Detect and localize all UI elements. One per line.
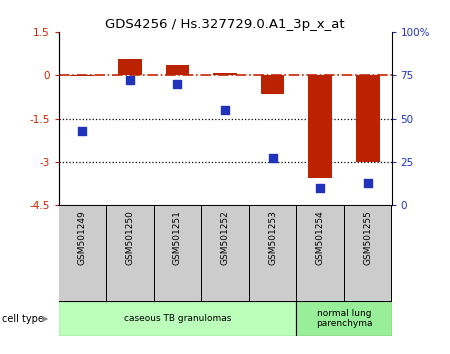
Point <box>174 81 181 87</box>
Text: GSM501250: GSM501250 <box>126 210 135 265</box>
Text: GSM501249: GSM501249 <box>78 210 87 265</box>
Bar <box>58 301 297 336</box>
Text: GSM501251: GSM501251 <box>173 210 182 265</box>
Point <box>364 180 371 185</box>
Bar <box>118 59 142 75</box>
Text: caseous TB granulomas: caseous TB granulomas <box>124 314 231 323</box>
Bar <box>297 205 344 301</box>
Text: GSM501252: GSM501252 <box>220 210 230 265</box>
Bar <box>344 205 392 301</box>
Text: ▶: ▶ <box>42 314 48 323</box>
Text: normal lung
parenchyma: normal lung parenchyma <box>316 309 372 328</box>
Point <box>221 107 229 113</box>
Bar <box>153 205 201 301</box>
Point <box>126 78 134 83</box>
Bar <box>297 301 392 336</box>
Point <box>269 156 276 161</box>
Bar <box>166 65 189 75</box>
Text: GSM501255: GSM501255 <box>363 210 372 265</box>
Bar <box>201 205 249 301</box>
Bar <box>58 205 106 301</box>
Point <box>316 185 324 191</box>
Point <box>79 128 86 133</box>
Bar <box>356 75 380 162</box>
Text: GSM501253: GSM501253 <box>268 210 277 265</box>
Text: cell type: cell type <box>2 314 44 324</box>
Bar <box>70 75 94 76</box>
Bar <box>308 75 332 178</box>
Bar <box>106 205 153 301</box>
Title: GDS4256 / Hs.327729.0.A1_3p_x_at: GDS4256 / Hs.327729.0.A1_3p_x_at <box>105 18 345 31</box>
Bar <box>261 75 284 94</box>
Bar <box>213 73 237 75</box>
Text: GSM501254: GSM501254 <box>315 210 324 265</box>
Bar <box>249 205 297 301</box>
